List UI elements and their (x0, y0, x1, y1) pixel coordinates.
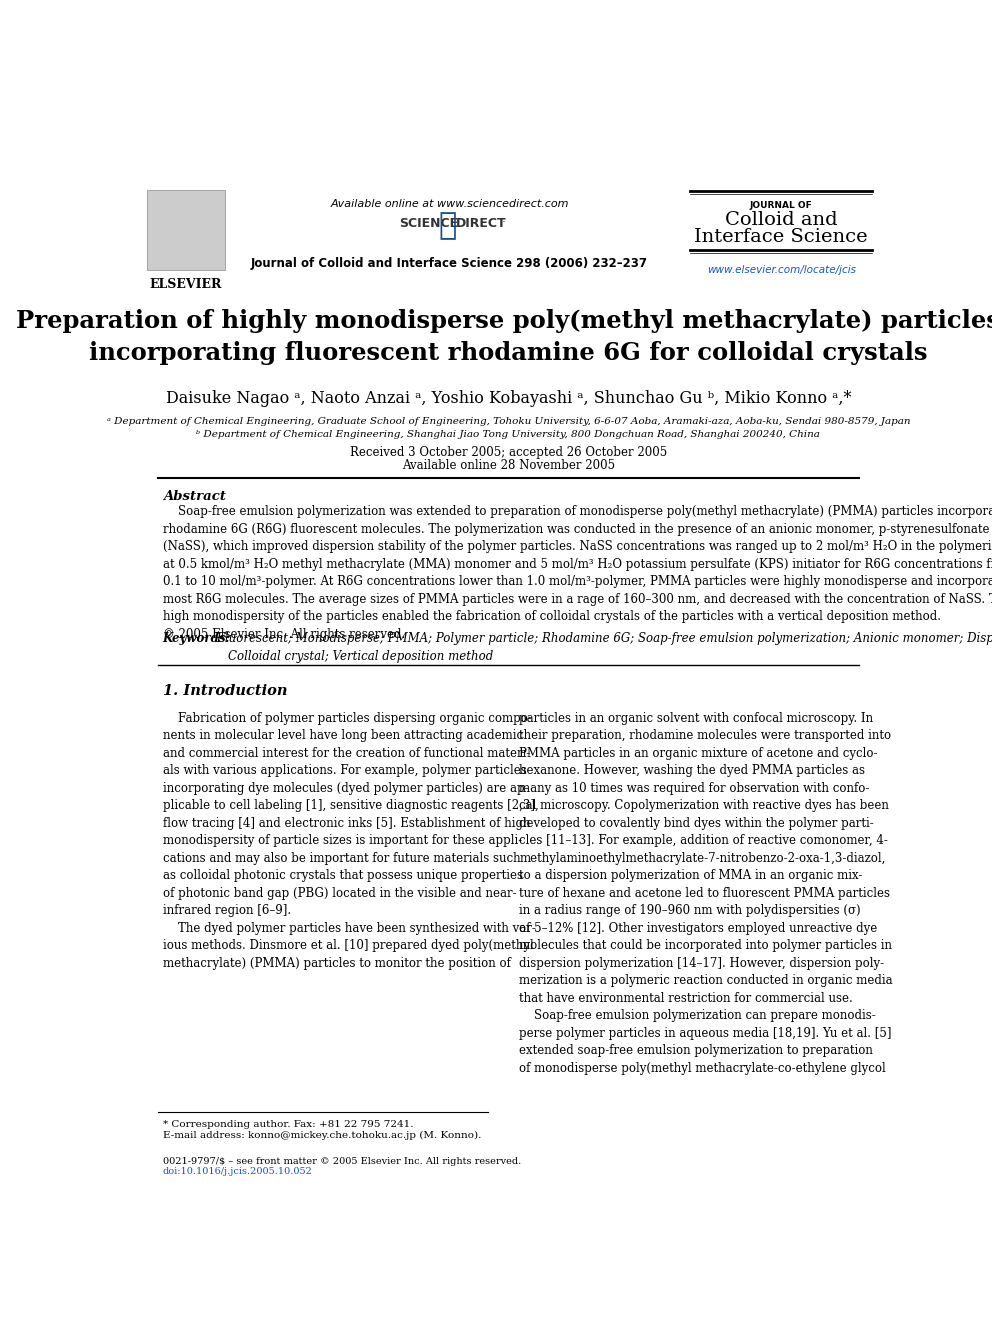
Text: ELSEVIER: ELSEVIER (150, 278, 222, 291)
Text: * Corresponding author. Fax: +81 22 795 7241.: * Corresponding author. Fax: +81 22 795 … (163, 1119, 414, 1129)
Text: ᵇ Department of Chemical Engineering, Shanghai Jiao Tong University, 800 Dongchu: ᵇ Department of Chemical Engineering, Sh… (196, 430, 820, 439)
Text: Available online 28 November 2005: Available online 28 November 2005 (402, 459, 615, 472)
Text: DIRECT: DIRECT (455, 217, 506, 229)
Text: ᵃ Department of Chemical Engineering, Graduate School of Engineering, Tohoku Uni: ᵃ Department of Chemical Engineering, Gr… (107, 417, 910, 426)
Text: JOURNAL OF: JOURNAL OF (750, 201, 812, 210)
Text: Fluorescent; Monodisperse; PMMA; Polymer particle; Rhodamine 6G; Soap-free emuls: Fluorescent; Monodisperse; PMMA; Polymer… (213, 632, 992, 663)
Text: Preparation of highly monodisperse poly(methyl methacrylate) particles
incorpora: Preparation of highly monodisperse poly(… (17, 308, 992, 365)
Text: 1. Introduction: 1. Introduction (163, 684, 288, 699)
Text: ⓐ: ⓐ (438, 212, 457, 239)
Text: Interface Science: Interface Science (694, 228, 868, 246)
Text: Fabrication of polymer particles dispersing organic compo-
nents in molecular le: Fabrication of polymer particles dispers… (163, 712, 539, 970)
Text: Keywords:: Keywords: (163, 632, 230, 646)
Text: Colloid and: Colloid and (725, 212, 837, 229)
Text: Received 3 October 2005; accepted 26 October 2005: Received 3 October 2005; accepted 26 Oct… (350, 446, 667, 459)
Text: Available online at www.sciencedirect.com: Available online at www.sciencedirect.co… (330, 198, 568, 209)
Text: E-mail address: konno@mickey.che.tohoku.ac.jp (M. Konno).: E-mail address: konno@mickey.che.tohoku.… (163, 1130, 481, 1139)
FancyBboxPatch shape (147, 189, 225, 270)
Text: particles in an organic solvent with confocal microscopy. In
their preparation, : particles in an organic solvent with con… (519, 712, 893, 1074)
Text: doi:10.1016/j.jcis.2005.10.052: doi:10.1016/j.jcis.2005.10.052 (163, 1167, 312, 1176)
Text: ·: · (501, 217, 506, 229)
Text: SCIENCE: SCIENCE (399, 217, 458, 229)
Text: Journal of Colloid and Interface Science 298 (2006) 232–237: Journal of Colloid and Interface Science… (251, 257, 648, 270)
Text: Abstract: Abstract (163, 490, 226, 503)
Text: Soap-free emulsion polymerization was extended to preparation of monodisperse po: Soap-free emulsion polymerization was ex… (163, 505, 992, 640)
Text: 0021-9797/$ – see front matter © 2005 Elsevier Inc. All rights reserved.: 0021-9797/$ – see front matter © 2005 El… (163, 1156, 521, 1166)
Text: Daisuke Nagao ᵃ, Naoto Anzai ᵃ, Yoshio Kobayashi ᵃ, Shunchao Gu ᵇ, Mikio Konno ᵃ: Daisuke Nagao ᵃ, Naoto Anzai ᵃ, Yoshio K… (166, 390, 851, 406)
Text: www.elsevier.com/locate/jcis: www.elsevier.com/locate/jcis (706, 265, 856, 275)
